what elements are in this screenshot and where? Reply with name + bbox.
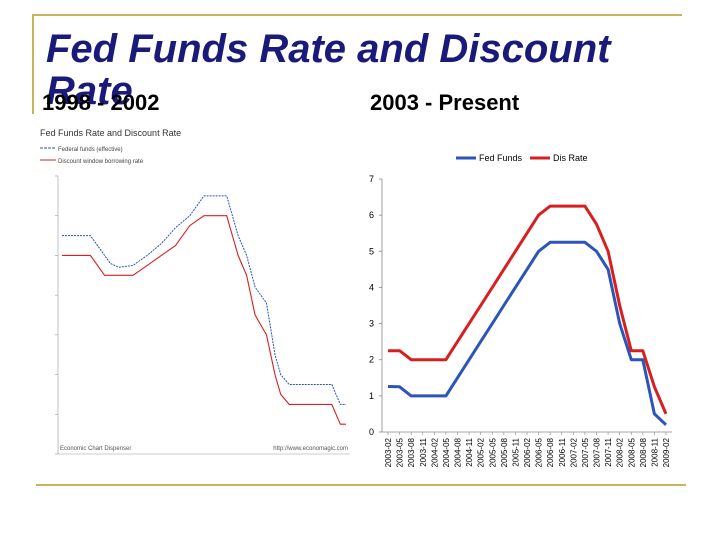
legend-label-fed-funds: Federal funds (effective)	[58, 147, 123, 153]
right-x-tick-label: 2004-11	[465, 437, 474, 466]
right-x-tick-label: 2008-02	[616, 437, 625, 467]
right-x-tick-label: 2006-02	[523, 437, 532, 467]
right-x-tick-label: 2007-11	[604, 437, 613, 466]
right-y-tick-label: 7	[369, 174, 374, 184]
right-y-tick-label: 4	[369, 282, 374, 292]
top-rule	[32, 14, 682, 16]
left-discount-line	[62, 215, 346, 425]
right-subtitle: 2003 - Present	[370, 90, 520, 115]
right-y-tick-label: 6	[369, 210, 374, 220]
bottom-rule	[36, 484, 686, 486]
right-x-tick-label: 2007-05	[581, 437, 590, 467]
left-source-left: Economic Chart Dispenser	[60, 446, 131, 452]
left-fed-funds-line	[62, 195, 346, 405]
right-x-tick-label: 2003-08	[407, 437, 416, 467]
right-x-tick-label: 2006-08	[546, 437, 555, 467]
right-x-tick-label: 2005-11	[511, 437, 520, 466]
right-y-tick-label: 1	[369, 391, 374, 401]
right-x-tick-label: 2005-08	[500, 437, 509, 467]
right-x-tick-label: 2004-02	[430, 437, 439, 467]
right-dis-rate-line	[388, 204, 668, 415]
right-x-tick-label: 2003-05	[396, 437, 405, 467]
left-subtitle: 1998 - 2002	[42, 90, 160, 115]
legend-label-fed-funds-right: Fed Funds	[479, 153, 523, 163]
left-source-right: http://www.economagic.com	[273, 446, 348, 452]
left-chart-panel: Fed Funds Rate and Discount Rate Federal…	[36, 120, 354, 462]
right-x-tick-label: 2006-11	[558, 437, 567, 466]
right-y-tick-label: 0	[369, 427, 374, 437]
right-x-tick-label: 2008-05	[627, 437, 636, 467]
right-x-tick-label: 2005-05	[488, 437, 497, 467]
right-x-tick-label: 2009-02	[662, 437, 671, 467]
right-x-tick-label: 2006-05	[535, 437, 544, 467]
left-chart: Fed Funds Rate and Discount Rate Federal…	[40, 128, 350, 455]
right-fed-funds-line	[387, 240, 668, 426]
right-x-tick-label: 2008-11	[650, 437, 659, 466]
right-x-tick-label: 2005-02	[477, 437, 486, 467]
left-chart-title: Fed Funds Rate and Discount Rate	[40, 128, 181, 138]
right-x-tick-label: 2007-08	[593, 437, 602, 467]
right-x-tick-label: 2008-08	[639, 437, 648, 467]
right-y-tick-label: 3	[369, 319, 374, 329]
right-x-tick-label: 2007-02	[569, 437, 578, 467]
right-x-tick-label: 2004-05	[442, 437, 451, 467]
right-x-tick-label: 2003-02	[384, 437, 393, 467]
right-x-tick-label: 2004-08	[454, 437, 463, 467]
right-y-tick-label: 2	[369, 355, 374, 365]
legend-label-dis-rate-right: Dis Rate	[553, 153, 588, 163]
left-rule	[32, 14, 34, 114]
right-x-tick-label: 2003-11	[419, 437, 428, 466]
legend-label-discount: Discount window borrowing rate	[58, 159, 144, 165]
slide-title: Fed Funds Rate and Discount Rate	[46, 27, 611, 113]
right-y-tick-label: 5	[369, 246, 374, 256]
